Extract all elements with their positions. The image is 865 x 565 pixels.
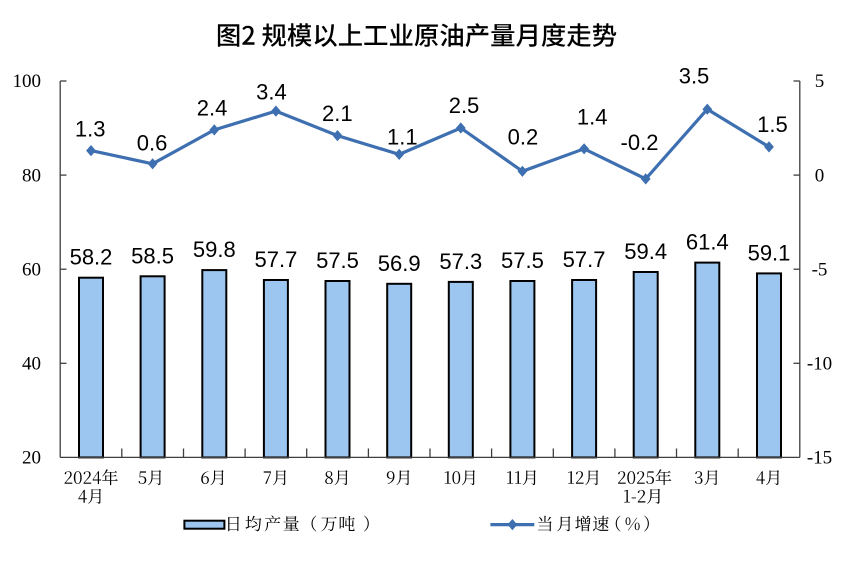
svg-text:100: 100 (13, 71, 42, 92)
svg-text:56.9: 56.9 (378, 251, 421, 276)
svg-text:0.2: 0.2 (508, 124, 539, 149)
svg-text:58.2: 58.2 (70, 245, 113, 270)
svg-text:57.7: 57.7 (563, 247, 606, 272)
svg-text:60: 60 (22, 259, 41, 280)
svg-text:57.5: 57.5 (316, 248, 359, 273)
svg-text:1.5: 1.5 (757, 112, 788, 137)
svg-text:1.1: 1.1 (387, 124, 418, 149)
svg-text:80: 80 (22, 165, 41, 186)
svg-text:-5: -5 (812, 259, 828, 280)
svg-text:59.8: 59.8 (193, 237, 236, 262)
svg-text:61.4: 61.4 (686, 230, 729, 255)
svg-text:59.4: 59.4 (624, 239, 667, 264)
svg-text:5: 5 (815, 71, 825, 92)
svg-text:40: 40 (22, 354, 41, 375)
svg-text:1.3: 1.3 (75, 117, 106, 142)
svg-text:-10: -10 (807, 354, 832, 375)
svg-text:59.1: 59.1 (748, 240, 791, 265)
svg-text:2.5: 2.5 (449, 93, 480, 118)
svg-text:57.5: 57.5 (501, 248, 544, 273)
svg-text:58.5: 58.5 (131, 243, 174, 268)
svg-text:3.4: 3.4 (256, 80, 287, 105)
svg-text:-15: -15 (807, 448, 832, 469)
svg-text:2.4: 2.4 (197, 95, 228, 120)
svg-text:3.5: 3.5 (679, 63, 710, 88)
svg-text:57.7: 57.7 (254, 247, 297, 272)
svg-text:2.1: 2.1 (322, 101, 353, 126)
svg-text:57.3: 57.3 (439, 249, 482, 274)
svg-text:20: 20 (22, 448, 41, 469)
svg-text:1.4: 1.4 (577, 105, 608, 130)
svg-text:0.6: 0.6 (137, 131, 168, 156)
svg-text:0: 0 (815, 165, 825, 186)
svg-text:-0.2: -0.2 (621, 130, 659, 155)
